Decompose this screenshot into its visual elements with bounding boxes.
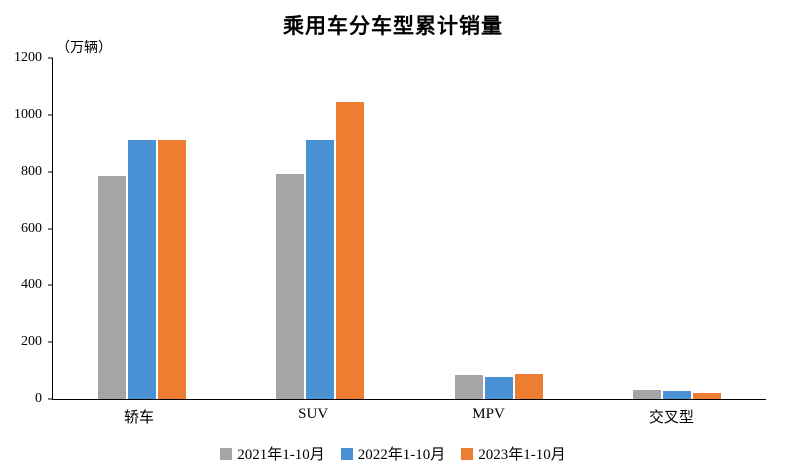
bar: [306, 139, 335, 399]
y-tick-mark: [48, 114, 53, 116]
legend-label: 2021年1-10月: [237, 447, 325, 463]
bar-group-4: [632, 58, 721, 399]
legend: 2021年1-10月 2022年1-10月 2023年1-10月: [0, 443, 786, 464]
y-tick-mark: [48, 171, 53, 173]
legend-item: 2021年1-10月: [220, 443, 325, 464]
legend-item: 2023年1-10月: [461, 443, 566, 464]
x-axis-labels: 轿车 SUV MPV 交叉型: [52, 406, 766, 427]
y-tick-mark: [48, 398, 53, 400]
legend-swatch: [461, 447, 474, 460]
y-tick-mark: [48, 57, 53, 59]
bar: [98, 175, 127, 399]
bar: [454, 374, 483, 399]
bar: [276, 173, 305, 399]
legend-label: 2023年1-10月: [478, 447, 566, 463]
bar-group-2: [276, 58, 365, 399]
y-axis-unit-label: （万辆）: [56, 41, 112, 56]
bar: [514, 374, 543, 399]
bar: [632, 389, 661, 399]
bar: [336, 102, 365, 399]
bar: [484, 376, 513, 399]
y-tick-mark: [48, 228, 53, 229]
y-tick-label: 400: [21, 277, 42, 293]
y-tick-mark: [48, 284, 53, 286]
bar: [158, 139, 187, 399]
x-axis-label: SUV: [298, 406, 329, 422]
legend-swatch: [340, 447, 353, 460]
legend-item: 2022年1-10月: [340, 443, 446, 464]
bar: [662, 391, 691, 399]
x-axis-label: MPV: [472, 406, 505, 422]
legend-label: 2022年1-10月: [357, 447, 446, 463]
y-tick-mark: [48, 341, 53, 343]
bar-group-3: [454, 58, 543, 399]
x-axis-label: 交叉型: [648, 410, 694, 426]
y-tick-label: 1000: [14, 106, 42, 122]
y-tick-label: 200: [21, 334, 42, 350]
legend-swatch: [220, 447, 233, 460]
y-tick-label: 600: [21, 220, 42, 236]
bar: [128, 140, 157, 399]
bar: [692, 392, 721, 399]
bar-group-1: [98, 58, 187, 399]
y-tick-label: 0: [35, 391, 42, 406]
y-tick-label: 1200: [14, 50, 42, 65]
x-axis-label: 轿车: [124, 410, 155, 426]
plot-area: 0 200 400 600 800 1000 1200: [14, 51, 766, 406]
chart-title: 乘用车分车型累计销量: [283, 14, 503, 38]
y-tick-label: 800: [21, 163, 42, 179]
